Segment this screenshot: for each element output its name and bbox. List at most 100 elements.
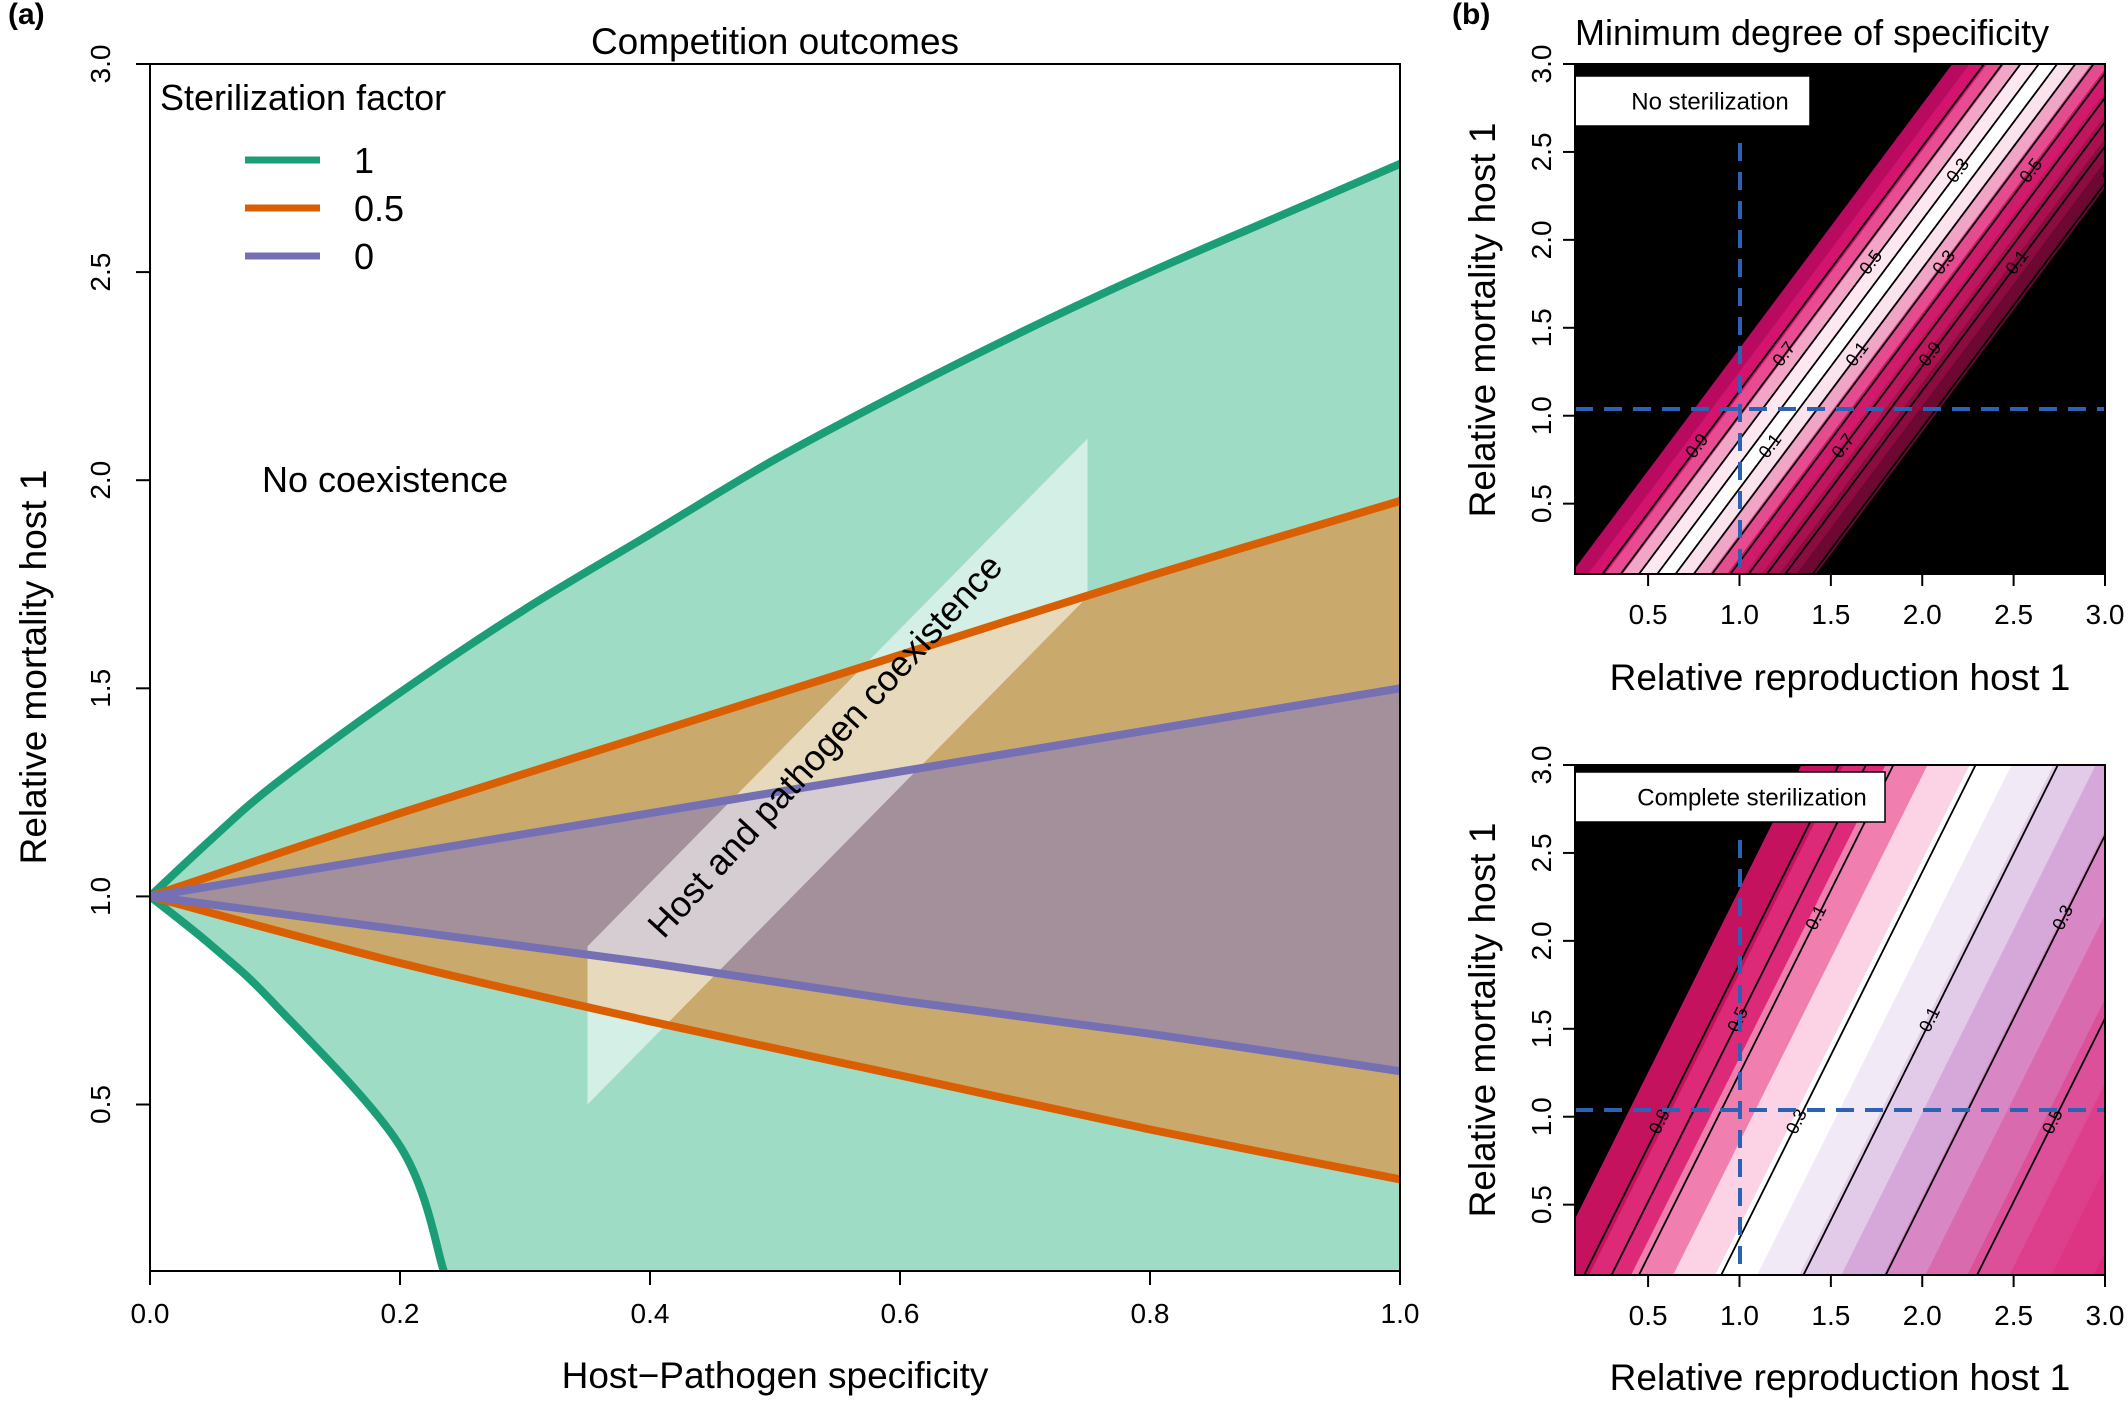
heatmap-cell-band [1622, 64, 2024, 574]
y-tick-label: 3.0 [1526, 746, 1557, 785]
y-tick-label: 1.0 [1526, 396, 1557, 435]
contour-line [1720, 765, 1977, 1275]
contour-line [1638, 765, 1895, 1275]
series-lines [150, 159, 1400, 1271]
y-tick-label: 1.5 [85, 669, 116, 708]
y-tick-label: 1.0 [1526, 1097, 1557, 1136]
heatmap-cell-band [1715, 765, 2015, 1275]
series-lower-1 [150, 892, 448, 1271]
series-upper-0-5 [150, 497, 1400, 901]
panel-b-label: (b) [1452, 0, 1490, 31]
contour-line [1601, 64, 1985, 574]
x-tick-label: 1.5 [1811, 1300, 1850, 1331]
y-axis-label-b1: Relative mortality host 1 [1462, 123, 1503, 518]
legend-entry-label: 0 [354, 236, 374, 277]
series-upper-0 [150, 684, 1400, 901]
series-lower-0 [150, 892, 1400, 1076]
contour-line [1747, 96, 2105, 574]
contour-line [1693, 64, 2077, 574]
plot-frame-b1 [1574, 63, 2106, 575]
y-tick-label: 1.5 [1526, 1009, 1557, 1048]
y-tick-label: 2.5 [85, 253, 116, 292]
y-tick-label: 2.0 [1526, 220, 1557, 259]
subplot-label: No sterilization [1631, 88, 1788, 115]
heatmap-cell-band [1726, 68, 2105, 574]
panel-b: (b) Minimum degree of specificity 0.90.7… [1452, 0, 2128, 1398]
series-lower-0-5 [150, 892, 1400, 1184]
y-axis-label-b2: Relative mortality host 1 [1462, 823, 1503, 1218]
panel-a-title: Competition outcomes [591, 21, 959, 62]
heatmap-cell-band [2093, 1251, 2105, 1275]
x-tick-label: 1.5 [1811, 599, 1850, 630]
contour-line [1674, 64, 2058, 574]
y-tick-label: 2.0 [1526, 921, 1557, 960]
heatmap-cell-band [1757, 765, 2057, 1275]
heatmap-cell-band [1796, 161, 2105, 574]
contour-line [1866, 254, 2105, 574]
contour-line [1802, 765, 2059, 1275]
heatmap-complete-sterilization: 0.90.50.10.30.10.30.5 Complete steriliza… [1462, 746, 2125, 1398]
y-tick-label: 1.5 [1526, 308, 1557, 347]
x-tick-label: 0.5 [1629, 599, 1668, 630]
y-tick-label: 2.5 [1526, 833, 1557, 872]
contour-line [1729, 71, 2105, 574]
heatmap-cell-band [1631, 765, 1931, 1275]
subplot-label-box [1574, 771, 1886, 823]
x-tick-label: 3.0 [2086, 1300, 2125, 1331]
x-tick-label: 2.5 [1994, 1300, 2033, 1331]
coexistence-arrow-shape [587, 438, 1088, 1105]
x-tick-label: 1.0 [1720, 599, 1759, 630]
y-tick-label: 0.5 [1526, 484, 1557, 523]
contour-line [1839, 218, 2105, 574]
x-axis-label-a: Host−Pathogen specificity [562, 1355, 989, 1396]
heatmap-cell-band [1709, 64, 2105, 574]
contour-line [1711, 64, 2095, 574]
contour-line [1784, 145, 2105, 574]
heatmap-cell-band [1799, 765, 2099, 1275]
x-tick-label: 1.0 [1381, 1298, 1420, 1329]
heatmap-cell-band [1967, 999, 2105, 1275]
x-tick-label: 0.6 [881, 1298, 920, 1329]
y-tick-label: 3.0 [85, 45, 116, 84]
contour-label: 0.3 [2098, 154, 2128, 186]
heatmap-cell-band [1761, 115, 2105, 574]
region-label-no-coexistence: No coexistence [262, 459, 508, 500]
contour-line [1811, 181, 2105, 574]
x-tick-label: 0.5 [1629, 1300, 1668, 1331]
y-tick-label: 2.0 [85, 461, 116, 500]
plot-frame-b2 [1574, 764, 2106, 1276]
y-axis-b1: 0.5 1.0 1.5 2.0 2.5 3.0 [1526, 45, 1575, 523]
contour-line [1656, 64, 2040, 574]
x-tick-label: 2.5 [1994, 599, 2033, 630]
y-axis-a: 0.5 1.0 1.5 2.0 2.5 3.0 [85, 45, 150, 1124]
heatmap-cell-band [2009, 1083, 2105, 1275]
heatmap-cell-band [1673, 765, 1973, 1275]
y-tick-label: 1.0 [85, 877, 116, 916]
heatmap-cell-band [1841, 765, 2105, 1275]
subplot-label-box [1574, 75, 1811, 127]
x-tick-label: 2.0 [1903, 1300, 1942, 1331]
x-tick-label: 0.2 [381, 1298, 420, 1329]
coexistence-arrow [587, 438, 1088, 1105]
contour-line [1619, 64, 2004, 574]
panel-a: (a) Competition outcomes 0.0 0.2 0.4 0.6 0.8… [8, 0, 1419, 1396]
y-axis-b2: 0.5 1.0 1.5 2.0 2.5 3.0 [1526, 746, 1575, 1224]
heatmap-no-sterilization: 0.90.70.50.30.10.10.30.50.70.90.10.30.50… [1462, 45, 2128, 698]
heatmap-cell-band [1744, 91, 2105, 574]
x-tick-label: 3.0 [2086, 599, 2125, 630]
panel-b-title: Minimum degree of specificity [1575, 12, 2049, 53]
heatmap-cell-band [2051, 1167, 2105, 1275]
y-tick-label: 2.5 [1526, 132, 1557, 171]
x-axis-label-b2: Relative reproduction host 1 [1610, 1357, 2071, 1398]
x-tick-label: 0.0 [131, 1298, 170, 1329]
heatmap-cell-band [1575, 64, 1972, 574]
subplot-label: Complete sterilization [1637, 784, 1866, 811]
y-tick-label: 0.5 [85, 1085, 116, 1124]
contour-line [1884, 833, 2105, 1275]
contour-line [1766, 120, 2105, 574]
x-axis-label-b1: Relative reproduction host 1 [1610, 657, 2071, 698]
x-tick-label: 2.0 [1903, 599, 1942, 630]
legend-entry-label: 1 [354, 140, 374, 181]
x-axis-b1: 0.5 1.0 1.5 2.0 2.5 3.0 [1629, 574, 2125, 630]
